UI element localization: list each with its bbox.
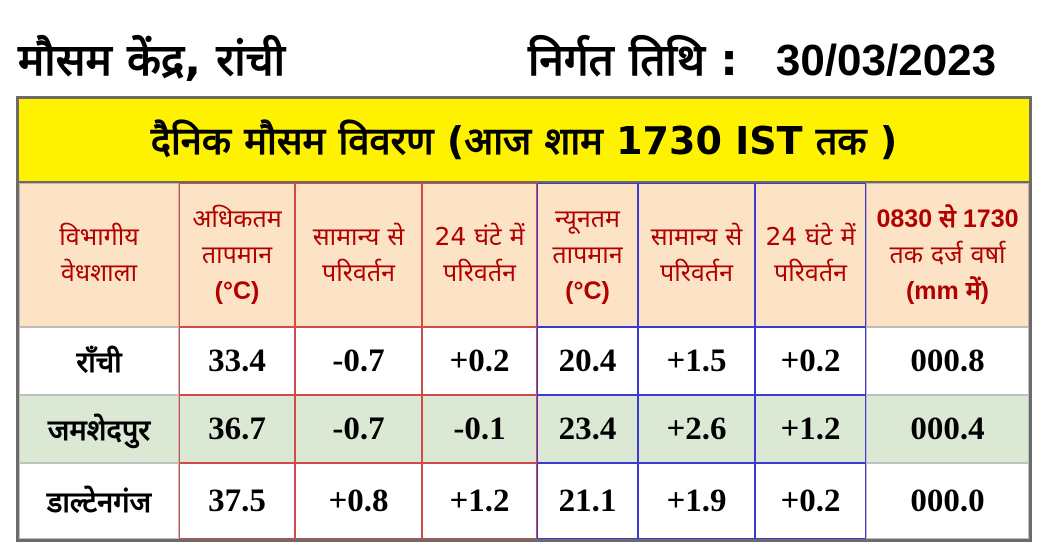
banner-title: दैनिक मौसम विवरण (आज शाम 1730 IST तक ) [19, 99, 1029, 183]
header-line: तापमान [552, 240, 623, 269]
table-row: जमशेदपुर 36.7 -0.7 -0.1 23.4 +2.6 +1.2 0… [19, 395, 1029, 463]
issue-info: निर्गत तिथि : 30/03/2023 [528, 28, 996, 88]
header-line: न्यूनतम [555, 204, 620, 233]
header-line: विभागीय [59, 222, 139, 251]
max-temp-value: 37.5 [179, 463, 295, 539]
min-change-value: +0.2 [755, 327, 866, 395]
rainfall-value: 000.8 [866, 327, 1029, 395]
header-line: अधिकतम [192, 204, 282, 233]
table-header-row: विभागीय वेधशाला अधिकतम तापमान (°C) सामान्य … [19, 183, 1029, 327]
header-line: परिवर्तन [443, 258, 516, 287]
min-dep-value: +1.5 [638, 327, 755, 395]
header-line: 24 घंटे में [765, 222, 856, 251]
max-dep-value: -0.7 [295, 395, 422, 463]
header-line: परिवर्तन [660, 258, 733, 287]
issue-label: निर्गत तिथि : [528, 35, 738, 86]
max-temp-value: 36.7 [179, 395, 295, 463]
header-line: 0830 से 1730 [876, 205, 1019, 233]
weather-table: दैनिक मौसम विवरण (आज शाम 1730 IST तक ) व… [16, 96, 1032, 542]
header-line: तापमान [201, 240, 273, 269]
max-change-value: +0.2 [422, 327, 537, 395]
max-dep-value: -0.7 [295, 327, 422, 395]
col-header-max-dep-normal: सामान्य से परिवर्तन [295, 183, 422, 327]
col-header-min-dep-normal: सामान्य से परिवर्तन [638, 183, 755, 327]
header-line: सामान्य से [312, 222, 405, 251]
min-temp-value: 20.4 [537, 327, 638, 395]
header-line: 24 घंटे में [434, 222, 525, 251]
header-line: सामान्य से [650, 222, 743, 251]
station-name: जमशेदपुर [19, 395, 179, 463]
max-change-value: -0.1 [422, 395, 537, 463]
max-dep-value: +0.8 [295, 463, 422, 539]
center-name: मौसम केंद्र, रांची [18, 35, 285, 86]
min-dep-value: +1.9 [638, 463, 755, 539]
station-name: डाल्टेनगंज [19, 463, 179, 539]
header-line: परिवर्तन [774, 258, 847, 287]
col-header-min-change-24h: 24 घंटे में परिवर्तन [755, 183, 866, 327]
table-row: राँची 33.4 -0.7 +0.2 20.4 +1.5 +0.2 000.… [19, 327, 1029, 395]
station-name: राँची [19, 327, 179, 395]
min-temp-value: 23.4 [537, 395, 638, 463]
col-header-max-temp: अधिकतम तापमान (°C) [179, 183, 295, 327]
issue-date: 30/03/2023 [775, 36, 997, 85]
min-change-value: +0.2 [755, 463, 866, 539]
max-change-value: +1.2 [422, 463, 537, 539]
header-line: (°C) [214, 277, 260, 305]
col-header-rainfall: 0830 से 1730 तक दर्ज वर्षा (mm में) [866, 183, 1029, 327]
min-temp-value: 21.1 [537, 463, 638, 539]
col-header-min-temp: न्यूनतम तापमान (°C) [537, 183, 638, 327]
max-temp-value: 33.4 [179, 327, 295, 395]
rainfall-value: 000.0 [866, 463, 1029, 539]
header-line: वेधशाला [60, 258, 138, 287]
header-line: (mm में) [905, 277, 989, 305]
header-line: तक दर्ज वर्षा [889, 240, 1006, 269]
rainfall-value: 000.4 [866, 395, 1029, 463]
min-dep-value: +2.6 [638, 395, 755, 463]
min-change-value: +1.2 [755, 395, 866, 463]
table-row: डाल्टेनगंज 37.5 +0.8 +1.2 21.1 +1.9 +0.2… [19, 463, 1029, 539]
col-header-station: विभागीय वेधशाला [19, 183, 179, 327]
header-line: (°C) [565, 277, 610, 305]
col-header-max-change-24h: 24 घंटे में परिवर्तन [422, 183, 537, 327]
header-line: परिवर्तन [322, 258, 395, 287]
